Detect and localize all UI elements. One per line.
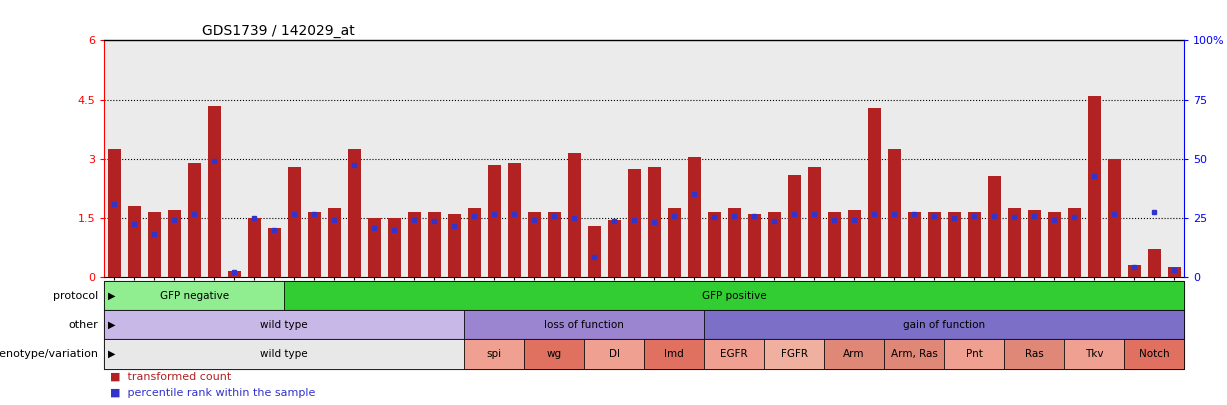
Bar <box>788 175 801 277</box>
Text: spi: spi <box>487 349 502 359</box>
Text: Ras: Ras <box>1025 349 1043 359</box>
Text: EGFR: EGFR <box>720 349 748 359</box>
Text: ▶: ▶ <box>108 291 115 301</box>
Bar <box>228 271 240 277</box>
Bar <box>628 168 640 277</box>
Text: Tkv: Tkv <box>1085 349 1103 359</box>
Bar <box>968 212 980 277</box>
Bar <box>648 166 660 277</box>
Bar <box>928 212 941 277</box>
Text: GFP positive: GFP positive <box>702 291 767 301</box>
Bar <box>467 208 481 277</box>
Bar <box>667 208 681 277</box>
Text: Dl: Dl <box>609 349 620 359</box>
Text: gain of function: gain of function <box>903 320 985 330</box>
Bar <box>147 212 161 277</box>
Bar <box>368 218 380 277</box>
Bar <box>908 212 920 277</box>
Text: wild type: wild type <box>260 349 308 359</box>
Bar <box>848 210 860 277</box>
Text: loss of function: loss of function <box>545 320 625 330</box>
Bar <box>687 157 701 277</box>
Bar <box>207 106 221 277</box>
Bar <box>947 212 961 277</box>
Text: ▶: ▶ <box>108 349 115 359</box>
Text: GDS1739 / 142029_at: GDS1739 / 142029_at <box>202 24 355 38</box>
Bar <box>1128 265 1141 277</box>
Text: wg: wg <box>547 349 562 359</box>
Text: ■  transformed count: ■ transformed count <box>110 372 232 382</box>
Text: Imd: Imd <box>664 349 683 359</box>
Bar <box>487 165 501 277</box>
Bar <box>104 281 285 310</box>
Bar <box>704 339 764 369</box>
Text: GFP negative: GFP negative <box>160 291 229 301</box>
Bar <box>1147 249 1161 277</box>
Bar <box>887 149 901 277</box>
Text: FGFR: FGFR <box>780 349 807 359</box>
Bar <box>1108 159 1120 277</box>
Bar <box>104 310 464 339</box>
Bar <box>104 339 464 369</box>
Text: protocol: protocol <box>53 291 98 301</box>
Bar <box>825 339 885 369</box>
Bar <box>885 339 944 369</box>
Bar <box>807 166 821 277</box>
Bar <box>607 220 621 277</box>
Bar <box>944 339 1004 369</box>
Bar <box>764 339 825 369</box>
Bar <box>584 339 644 369</box>
Text: ■  percentile rank within the sample: ■ percentile rank within the sample <box>110 388 315 398</box>
Bar <box>464 339 524 369</box>
Bar <box>528 212 541 277</box>
Bar <box>428 212 440 277</box>
Bar <box>108 149 120 277</box>
Text: Pnt: Pnt <box>966 349 983 359</box>
Bar <box>1087 96 1101 277</box>
Text: wild type: wild type <box>260 320 308 330</box>
Bar <box>704 310 1184 339</box>
Bar <box>388 218 401 277</box>
Bar <box>168 210 180 277</box>
Bar <box>644 339 704 369</box>
Text: Arm, Ras: Arm, Ras <box>891 349 937 359</box>
Bar <box>867 107 881 277</box>
Bar <box>1048 212 1060 277</box>
Bar <box>248 218 261 277</box>
Bar <box>747 214 761 277</box>
Bar <box>188 163 201 277</box>
Bar <box>1027 210 1040 277</box>
Bar <box>407 212 421 277</box>
Bar <box>328 208 341 277</box>
Bar <box>1067 208 1081 277</box>
Bar <box>1064 339 1124 369</box>
Bar <box>1004 339 1064 369</box>
Bar <box>285 281 1184 310</box>
Bar <box>128 206 141 277</box>
Bar <box>464 310 704 339</box>
Bar <box>768 212 780 277</box>
Bar <box>347 149 361 277</box>
Bar <box>308 212 320 277</box>
Text: Notch: Notch <box>1139 349 1169 359</box>
Bar <box>524 339 584 369</box>
Bar <box>448 214 460 277</box>
Bar <box>708 212 720 277</box>
Bar <box>547 212 561 277</box>
Text: genotype/variation: genotype/variation <box>0 349 98 359</box>
Bar <box>828 212 840 277</box>
Bar <box>508 163 520 277</box>
Bar <box>288 166 301 277</box>
Bar <box>568 153 580 277</box>
Text: other: other <box>69 320 98 330</box>
Bar <box>588 226 601 277</box>
Bar <box>1124 339 1184 369</box>
Text: Arm: Arm <box>843 349 865 359</box>
Text: ▶: ▶ <box>108 320 115 330</box>
Bar <box>1168 267 1180 277</box>
Bar <box>1007 208 1021 277</box>
Bar <box>728 208 741 277</box>
Bar <box>267 228 281 277</box>
Bar <box>988 177 1000 277</box>
